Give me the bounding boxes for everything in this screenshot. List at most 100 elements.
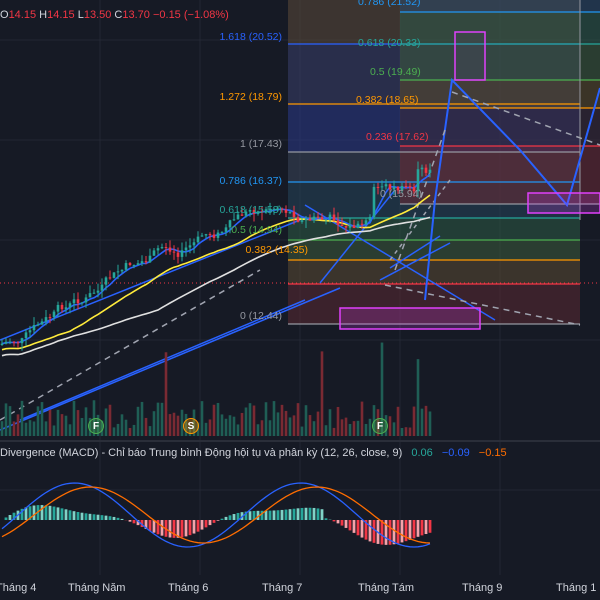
macd-bar (272, 510, 276, 520)
macd-bar (296, 508, 300, 520)
low-label: L (77, 9, 84, 21)
close-label: C (114, 9, 123, 21)
macd-bar (184, 520, 188, 537)
fib-label: 1.272 (18.79) (219, 91, 282, 103)
volume-bar (240, 412, 244, 436)
macd-bar (216, 520, 220, 521)
macd-bar (224, 516, 228, 520)
fib-label: 0.786 (16.37) (219, 175, 282, 187)
candle-body (316, 216, 320, 218)
candle-body (388, 184, 392, 190)
macd-bar (320, 509, 324, 520)
candle-body (276, 208, 280, 210)
candle-body (68, 303, 72, 308)
candle-body (232, 219, 236, 221)
projection-path[interactable] (424, 77, 600, 301)
macd-bar (92, 514, 96, 520)
macd-bar (28, 506, 32, 520)
macd-legend[interactable]: Divergence (MACD) - Chỉ báo Trung bình Đ… (0, 447, 507, 459)
macd-bar (380, 520, 384, 545)
candle-body (92, 292, 96, 294)
volume-bar (368, 418, 372, 436)
candle-body (200, 235, 204, 237)
macd-bar (196, 520, 200, 532)
volume-bar (416, 359, 420, 436)
macd-bar (168, 520, 172, 538)
volume-bar (16, 414, 20, 436)
fib-label: 0.5 (14.94) (231, 224, 282, 236)
volume-bar (404, 427, 408, 436)
candle-body (220, 231, 224, 233)
volume-bar (148, 426, 152, 436)
candle-body (252, 210, 256, 214)
volume-bar (156, 402, 160, 436)
candle-body (340, 224, 344, 226)
candle-body (404, 186, 408, 188)
volume-bar (260, 420, 264, 436)
macd-bar (208, 520, 212, 526)
macd-bar (104, 515, 108, 520)
macd-signal-value: −0.15 (478, 447, 507, 459)
volume-bar (40, 402, 44, 436)
volume-bar (400, 427, 404, 436)
candle-body (272, 208, 276, 210)
volume-bar (352, 421, 356, 436)
volume-bar (380, 342, 384, 436)
macd-bar (344, 520, 348, 528)
volume-bar (308, 415, 312, 436)
volume-bar (300, 426, 304, 436)
macd-bar (348, 520, 352, 531)
macd-bar (52, 506, 56, 520)
volume-bar (332, 427, 336, 436)
volume-bar (252, 405, 256, 436)
candle-body (288, 211, 292, 213)
candle-body (416, 169, 420, 192)
macd-bar (40, 505, 44, 520)
candle-body (4, 341, 8, 344)
macd-hist-value: 0.06 (411, 447, 433, 459)
signal-badge[interactable]: S (183, 418, 199, 434)
signal-badge[interactable]: F (88, 418, 104, 434)
macd-bar (368, 520, 372, 542)
macd-bar (112, 516, 116, 520)
macd-bar (44, 505, 48, 520)
candle-body (76, 299, 80, 304)
volume-bar (144, 417, 148, 436)
volume-bar (44, 421, 48, 436)
volume-bar (280, 404, 284, 436)
volume-bar (268, 420, 272, 436)
macd-value: −0.09 (441, 447, 470, 459)
volume-bar (344, 417, 348, 436)
candle-body (212, 234, 216, 238)
macd-bar (260, 510, 264, 520)
candle-body (320, 217, 324, 220)
macd-bar (280, 509, 284, 520)
target-boxes[interactable] (339, 31, 600, 330)
signal-badge[interactable]: F (372, 418, 388, 434)
volume-bar (48, 409, 52, 436)
volume-bar (208, 419, 212, 436)
candle-body (412, 187, 416, 192)
open-value: 14.15 (8, 9, 37, 21)
x-axis-label: Tháng 9 (462, 582, 503, 594)
candle-body (356, 223, 360, 228)
fib-label: 0.786 (21.52) (358, 0, 421, 8)
volume-bar (276, 412, 280, 436)
signal-line (1, 486, 431, 544)
macd-bar (72, 511, 76, 520)
candle-body (164, 247, 168, 249)
candle-body (124, 263, 128, 270)
volume-bar (56, 409, 60, 436)
candles[interactable] (0, 161, 432, 351)
volume-bar (256, 424, 260, 436)
macd-bar (84, 513, 88, 520)
candle-body (0, 343, 4, 345)
candle-body (368, 216, 372, 221)
candle-body (428, 169, 432, 173)
macd-bar (324, 518, 328, 520)
macd-bar (120, 518, 124, 520)
macd-bar (428, 520, 432, 533)
volume-bar (296, 403, 300, 436)
